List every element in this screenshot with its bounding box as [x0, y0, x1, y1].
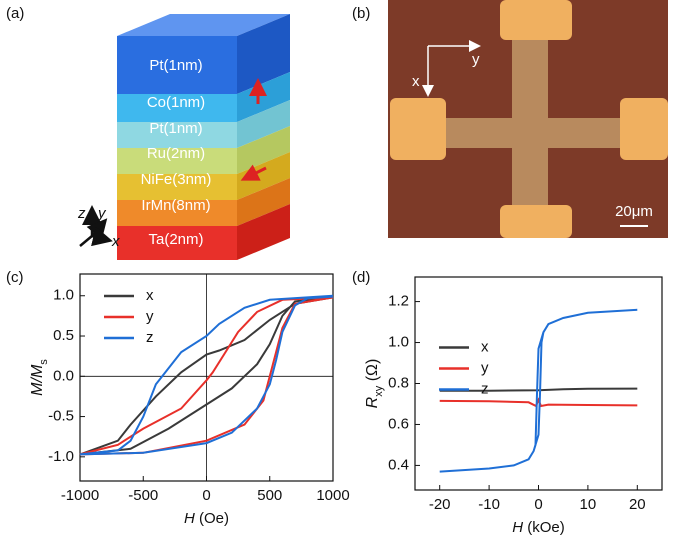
y-tick-label: -0.5: [48, 408, 74, 425]
x-axis-label-part: (Oe): [195, 510, 229, 527]
layer-label: Ta(2nm): [148, 231, 203, 248]
micrograph: x y 20μm: [388, 0, 668, 238]
y-axis-label-part: xy: [373, 385, 385, 397]
x-axis-label: H (kOe): [512, 519, 565, 536]
y-tick-label: 0.6: [388, 415, 409, 432]
legend-label: x: [146, 287, 154, 304]
charts: -1000 -500 0 500 1000 -1.0 -0.5 0.0 0.5 1.0 H (Oe)…: [29, 274, 662, 536]
y-tick-label: 1.2: [388, 293, 409, 310]
layer-label: Co(1nm): [147, 94, 205, 111]
axis-letter: z: [77, 205, 86, 222]
y-axis-label-part: s: [38, 359, 50, 365]
layer-label: NiFe(3nm): [141, 171, 212, 188]
y-tick-label: 0.4: [388, 456, 409, 473]
x-axis-label: H (Oe): [184, 510, 229, 527]
axis-letter: x: [111, 233, 120, 250]
series-line: [440, 400, 638, 406]
x-axis-label-part: H: [512, 519, 523, 536]
legend-label: z: [146, 329, 154, 346]
y-axis-label-part: R: [364, 396, 381, 408]
legend-label: y: [481, 359, 489, 376]
y-tick-label: 0.5: [53, 327, 74, 344]
axis-letter: y: [472, 51, 480, 68]
x-tick-label: 20: [629, 496, 646, 513]
series-line: [440, 389, 638, 391]
plot-frame: [415, 277, 662, 490]
axis-letter: x: [412, 73, 420, 90]
y-tick-label: 0.8: [388, 374, 409, 391]
x-tick-label: -500: [128, 487, 158, 504]
x-tick-label: 0: [202, 487, 210, 504]
layer-label: Pt(1nm): [149, 57, 202, 74]
x-tick-label: -20: [429, 496, 451, 513]
layer-label: Pt(1nm): [149, 120, 202, 137]
legend-label: x: [481, 338, 489, 355]
figure: (a) (b) (c) (d) Pt(1nm) Co(1nm) Pt(1nm) …: [0, 0, 686, 538]
x-axis-label-part: (kOe): [523, 519, 565, 536]
y-tick-label: 0.0: [53, 367, 74, 384]
panel-label: (c): [6, 269, 24, 286]
x-tick-label: 1000: [316, 487, 349, 504]
layer-stack: Pt(1nm) Co(1nm) Pt(1nm) Ru(2nm) NiFe(3nm…: [77, 14, 290, 260]
legend-label: z: [481, 380, 489, 397]
x-tick-label: -1000: [61, 487, 99, 504]
layer-label: IrMn(8nm): [141, 197, 210, 214]
axis-letter: y: [97, 205, 107, 222]
x-tick-label: 500: [257, 487, 282, 504]
layer-label: Ru(2nm): [147, 145, 205, 162]
x-tick-label: -10: [478, 496, 500, 513]
scale-bar-label: 20μm: [615, 203, 653, 220]
y-axis-label: Rxy (Ω): [364, 359, 385, 409]
panel-label: (b): [352, 5, 370, 22]
y-axis-label-part: M/M: [29, 364, 46, 396]
y-tick-label: 1.0: [388, 334, 409, 351]
legend-label: y: [146, 308, 154, 325]
x-tick-label: 10: [580, 496, 597, 513]
panel-label: (a): [6, 5, 24, 22]
x-tick-label: 0: [534, 496, 542, 513]
x-axis-label-part: H: [184, 510, 195, 527]
y-tick-label: -1.0: [48, 448, 74, 465]
y-axis-label-part: (Ω): [364, 359, 381, 386]
panel-label: (d): [352, 269, 370, 286]
y-tick-label: 1.0: [53, 287, 74, 304]
y-axis-label: M/Ms: [29, 359, 50, 396]
